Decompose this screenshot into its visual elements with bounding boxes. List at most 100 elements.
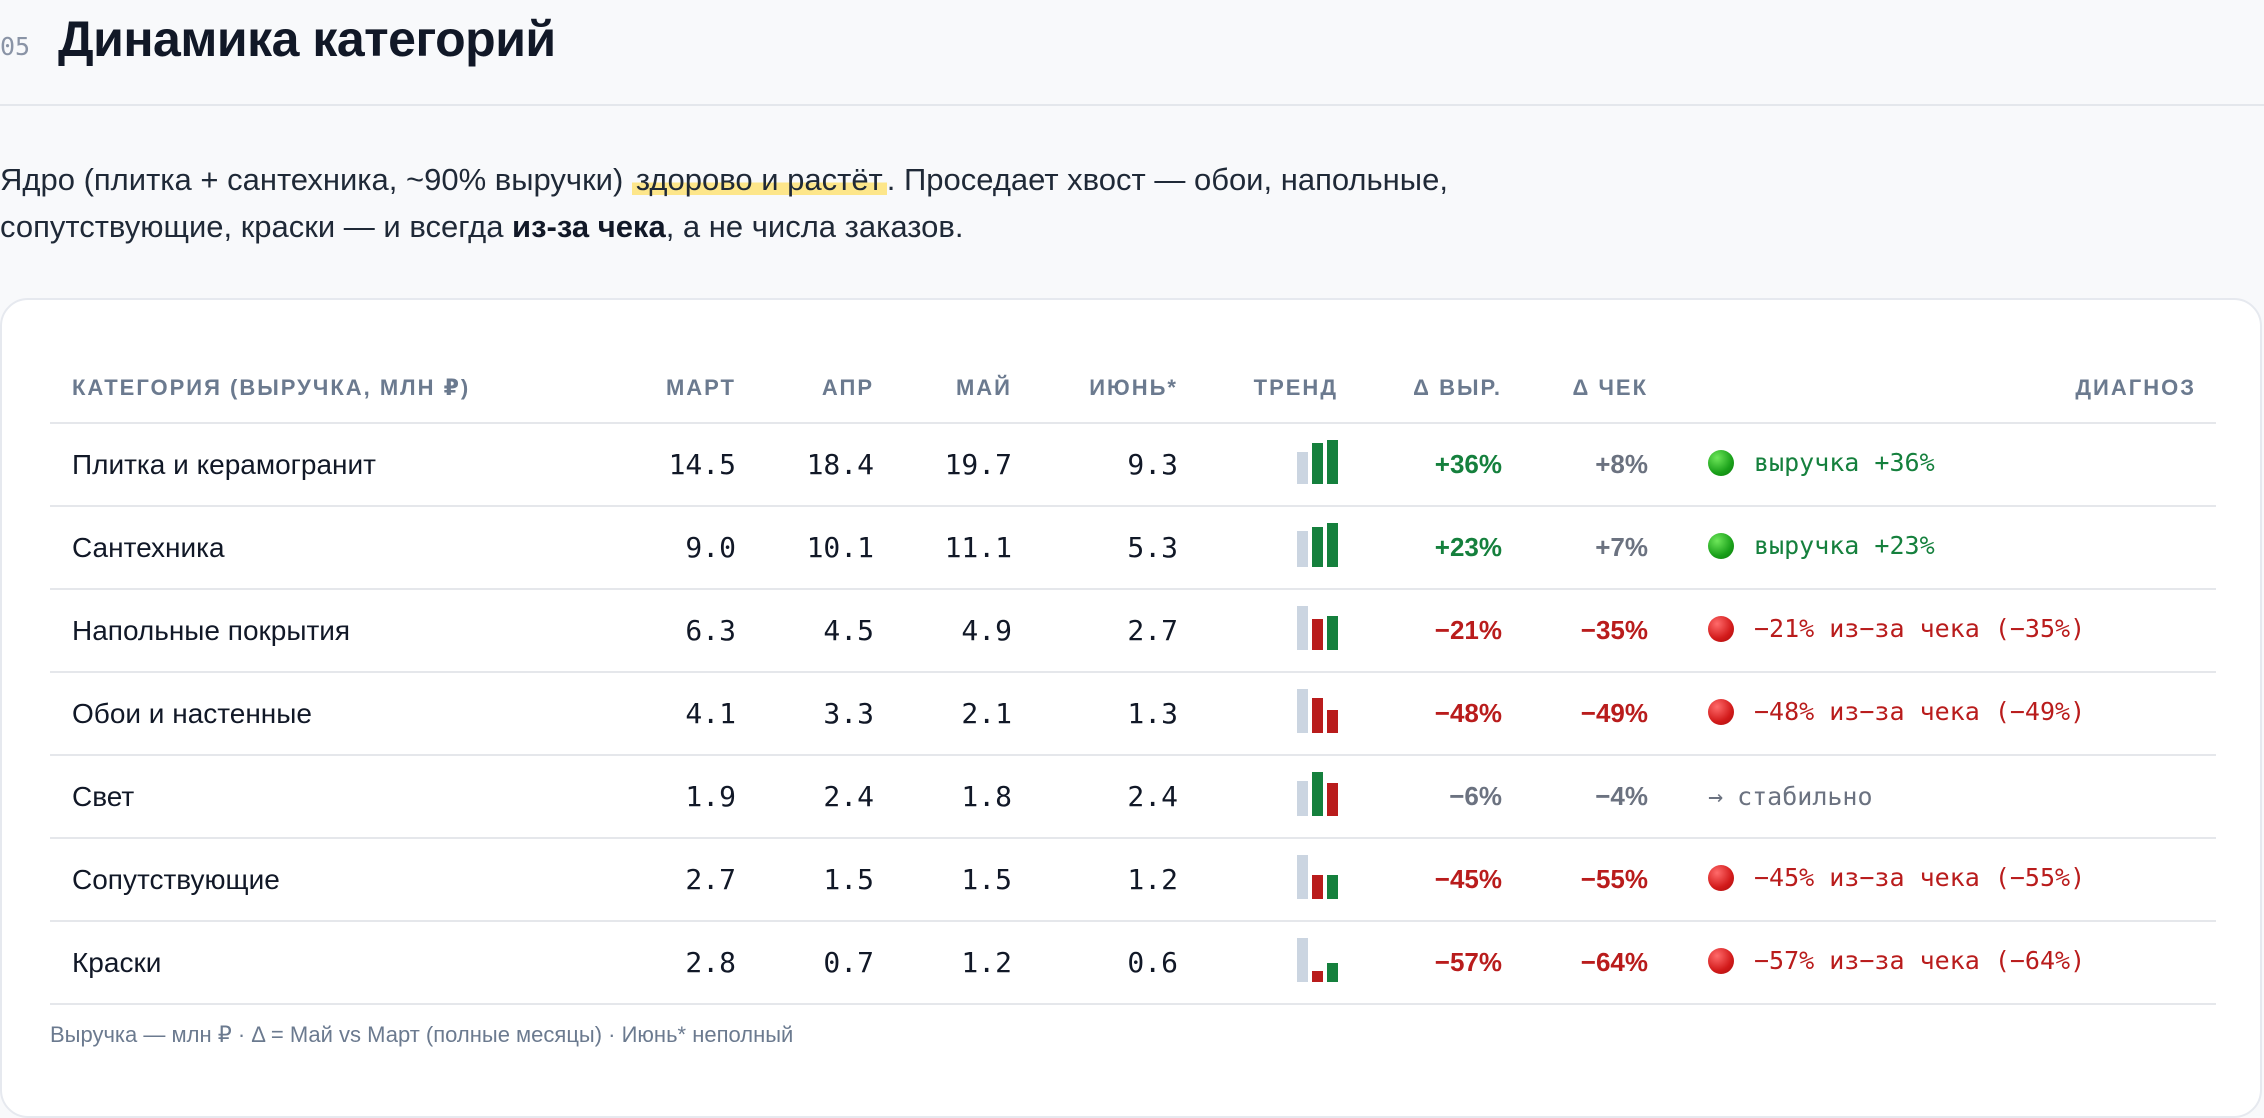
trend-cell [1198, 589, 1358, 673]
table-row[interactable]: Напольные покрытия 6.3 4.5 4.9 2.7 −21% −35% −2… [50, 589, 2216, 673]
col-header-delta-revenue[interactable]: Δ ВЫР. [1358, 354, 1522, 424]
trend-bar [1297, 689, 1308, 733]
diagnosis: −21% из−за чека (−35%) [1708, 614, 2085, 643]
delta-revenue: −6% [1358, 755, 1522, 839]
value-mar: 1.9 [616, 755, 756, 839]
value-may: 19.7 [894, 423, 1032, 507]
red-dot-icon [1708, 864, 1734, 891]
delta-check: −49% [1522, 672, 1668, 756]
table-row[interactable]: Свет 1.9 2.4 1.8 2.4 −6% −4% → стабильно [50, 755, 2216, 839]
delta-revenue: −21% [1358, 589, 1522, 673]
trend-bar [1312, 971, 1323, 982]
diagnosis: −48% из−за чека (−49%) [1708, 697, 2085, 726]
col-header-may[interactable]: МАЙ [894, 354, 1032, 424]
col-header-delta-check[interactable]: Δ ЧЕК [1522, 354, 1668, 424]
table-row[interactable]: Плитка и керамогранит 14.5 18.4 19.7 9.3 +36%… [50, 423, 2216, 507]
value-apr: 0.7 [756, 921, 894, 1005]
diagnosis: −45% из−за чека (−55%) [1708, 863, 2085, 892]
diagnosis-text: −21% из−за чека (−35%) [1754, 614, 2086, 644]
trend-bar [1297, 855, 1308, 899]
category-table-card: КАТЕГОРИЯ (ВЫРУЧКА, МЛН ₽) МАРТ АПР МАЙ … [0, 298, 2262, 1118]
diagnosis-text: стабильно [1737, 782, 1873, 811]
diagnosis-text: −57% из−за чека (−64%) [1754, 946, 2086, 976]
delta-check: −55% [1522, 838, 1668, 922]
trend-bar [1312, 698, 1323, 733]
trend-sparkline [1297, 772, 1338, 816]
table-header-row: КАТЕГОРИЯ (ВЫРУЧКА, МЛН ₽) МАРТ АПР МАЙ … [50, 354, 2216, 424]
diagnosis-cell: −45% из−за чека (−55%) [1668, 838, 2216, 922]
lead-text-3: , а не числа заказов. [665, 209, 964, 244]
value-apr: 2.4 [756, 755, 894, 839]
red-dot-icon [1708, 698, 1734, 725]
value-apr: 18.4 [756, 423, 894, 507]
table-row[interactable]: Обои и настенные 4.1 3.3 2.1 1.3 −48% −49% −48%… [50, 672, 2216, 756]
value-jun: 1.3 [1032, 672, 1198, 756]
col-header-jun[interactable]: ИЮНЬ* [1032, 354, 1198, 424]
trend-cell [1198, 672, 1358, 756]
category-name: Краски [50, 921, 616, 1005]
col-header-diagnosis[interactable]: ДИАГНОЗ [1668, 354, 2216, 424]
diagnosis: выручка +23% [1708, 531, 1935, 560]
category-name: Плитка и керамогранит [50, 423, 616, 507]
trend-bar [1327, 710, 1338, 733]
value-jun: 2.7 [1032, 589, 1198, 673]
lead-highlight: здорово и растёт [631, 162, 887, 197]
diagnosis-cell: −48% из−за чека (−49%) [1668, 672, 2216, 756]
delta-check: −35% [1522, 589, 1668, 673]
trend-cell [1198, 506, 1358, 590]
trend-bar [1312, 527, 1323, 567]
trend-cell [1198, 755, 1358, 839]
trend-bar [1312, 443, 1323, 484]
col-header-trend[interactable]: ТРЕНД [1198, 354, 1358, 424]
section-number: 05 [0, 32, 31, 61]
trend-cell [1198, 423, 1358, 507]
trend-bar [1297, 531, 1308, 567]
delta-revenue: +36% [1358, 423, 1522, 507]
red-dot-icon [1708, 947, 1734, 974]
diagnosis: → стабильно [1708, 782, 1873, 811]
value-mar: 14.5 [616, 423, 756, 507]
value-apr: 4.5 [756, 589, 894, 673]
diagnosis-cell: выручка +23% [1668, 506, 2216, 590]
value-apr: 3.3 [756, 672, 894, 756]
diagnosis: −57% из−за чека (−64%) [1708, 946, 2085, 975]
value-jun: 9.3 [1032, 423, 1198, 507]
delta-check: −4% [1522, 755, 1668, 839]
trend-bar [1312, 619, 1323, 650]
value-mar: 4.1 [616, 672, 756, 756]
trend-bar [1327, 875, 1338, 899]
diagnosis-text: −48% из−за чека (−49%) [1754, 697, 2086, 727]
trend-sparkline [1297, 689, 1338, 733]
trend-bar [1297, 938, 1308, 982]
trend-cell [1198, 921, 1358, 1005]
table-row[interactable]: Сантехника 9.0 10.1 11.1 5.3 +23% +7% выручка +… [50, 506, 2216, 590]
diagnosis-cell: −21% из−за чека (−35%) [1668, 589, 2216, 673]
trend-sparkline [1297, 938, 1338, 982]
lead-bold: из-за чека [512, 209, 666, 244]
trend-sparkline [1297, 523, 1338, 567]
trend-bar [1327, 616, 1338, 650]
delta-check: −64% [1522, 921, 1668, 1005]
category-name: Напольные покрытия [50, 589, 616, 673]
value-mar: 6.3 [616, 589, 756, 673]
lead-text-1: Ядро (плитка + сантехника, ~90% выручки) [0, 162, 632, 197]
value-apr: 1.5 [756, 838, 894, 922]
category-table: КАТЕГОРИЯ (ВЫРУЧКА, МЛН ₽) МАРТ АПР МАЙ … [50, 354, 2216, 1005]
value-jun: 5.3 [1032, 506, 1198, 590]
page-title: Динамика категорий [58, 11, 556, 67]
value-jun: 1.2 [1032, 838, 1198, 922]
col-header-category[interactable]: КАТЕГОРИЯ (ВЫРУЧКА, МЛН ₽) [50, 354, 616, 424]
lead-text-2: . Проседает хвост — обои, напольные, соп… [0, 162, 1448, 244]
table-row[interactable]: Сопутствующие 2.7 1.5 1.5 1.2 −45% −55% −45% из… [50, 838, 2216, 922]
trend-bar [1327, 440, 1338, 484]
green-dot-icon [1708, 532, 1734, 559]
delta-revenue: −45% [1358, 838, 1522, 922]
value-mar: 9.0 [616, 506, 756, 590]
col-header-mar[interactable]: МАРТ [616, 354, 756, 424]
arrow-right-icon: → [1708, 782, 1724, 811]
trend-bar [1327, 783, 1338, 816]
trend-sparkline [1297, 855, 1338, 899]
col-header-apr[interactable]: АПР [756, 354, 894, 424]
value-may: 1.8 [894, 755, 1032, 839]
table-row[interactable]: Краски 2.8 0.7 1.2 0.6 −57% −64% −57% из−за чек… [50, 921, 2216, 1005]
